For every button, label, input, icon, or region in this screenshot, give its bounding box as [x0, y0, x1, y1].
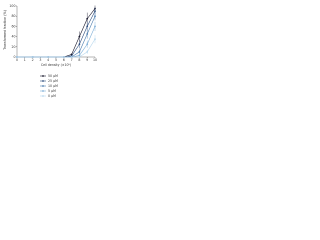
x-tick-label: 7 — [71, 58, 73, 62]
y-axis-label: Transformed fraction (%) — [3, 10, 7, 51]
data-point — [94, 10, 96, 13]
x-tick-label: 6 — [63, 58, 65, 62]
data-point — [86, 25, 89, 28]
series-line — [17, 26, 96, 58]
y-tick-label: 40 — [11, 35, 15, 39]
data-point — [78, 43, 81, 46]
x-tick-label: 10 — [93, 58, 97, 62]
data-point — [70, 56, 73, 58]
legend-marker — [42, 85, 44, 87]
data-point — [16, 56, 18, 58]
series-line — [17, 38, 96, 58]
data-point — [86, 51, 89, 53]
y-tick-label: 100 — [9, 4, 15, 8]
data-point — [94, 15, 96, 18]
legend-label: 25 μM — [48, 79, 58, 83]
data-point — [86, 33, 89, 35]
series-line — [17, 16, 96, 58]
data-point — [78, 35, 81, 38]
data-point — [62, 56, 65, 58]
x-tick-label: 1 — [24, 58, 26, 62]
legend-marker — [42, 75, 44, 77]
y-tick-label: 20 — [11, 45, 15, 49]
x-axis-label: Cell density (×10⁵) — [41, 63, 71, 67]
legend-marker — [42, 95, 44, 97]
data-point — [78, 54, 81, 57]
legend-label: 5 μM — [48, 89, 56, 93]
data-point — [31, 56, 34, 58]
data-point — [94, 38, 96, 41]
x-tick-label: 3 — [39, 58, 41, 62]
legend-label: 50 μM — [48, 74, 58, 78]
legend-label: 10 μM — [48, 84, 58, 88]
legend-label: 0 μM — [48, 94, 56, 98]
x-tick-label: 9 — [86, 58, 88, 62]
legend-marker — [42, 90, 44, 92]
x-tick-label: 0 — [16, 58, 18, 62]
data-point — [86, 43, 89, 46]
x-tick-label: 8 — [78, 58, 80, 62]
x-tick-label: 5 — [55, 58, 57, 62]
data-point — [94, 25, 96, 28]
y-tick-label: 80 — [11, 14, 15, 18]
data-point — [47, 56, 50, 58]
x-tick-label: 4 — [47, 58, 49, 62]
chart: Transformed fraction (%) Cell density (×… — [3, 4, 97, 98]
data-point — [78, 56, 81, 58]
y-tick-label: 60 — [11, 24, 15, 28]
data-point — [86, 17, 89, 20]
y-tick-label: 0 — [13, 55, 15, 59]
x-tick-label: 2 — [32, 58, 34, 62]
legend-marker — [42, 80, 44, 82]
data-point — [78, 51, 81, 53]
